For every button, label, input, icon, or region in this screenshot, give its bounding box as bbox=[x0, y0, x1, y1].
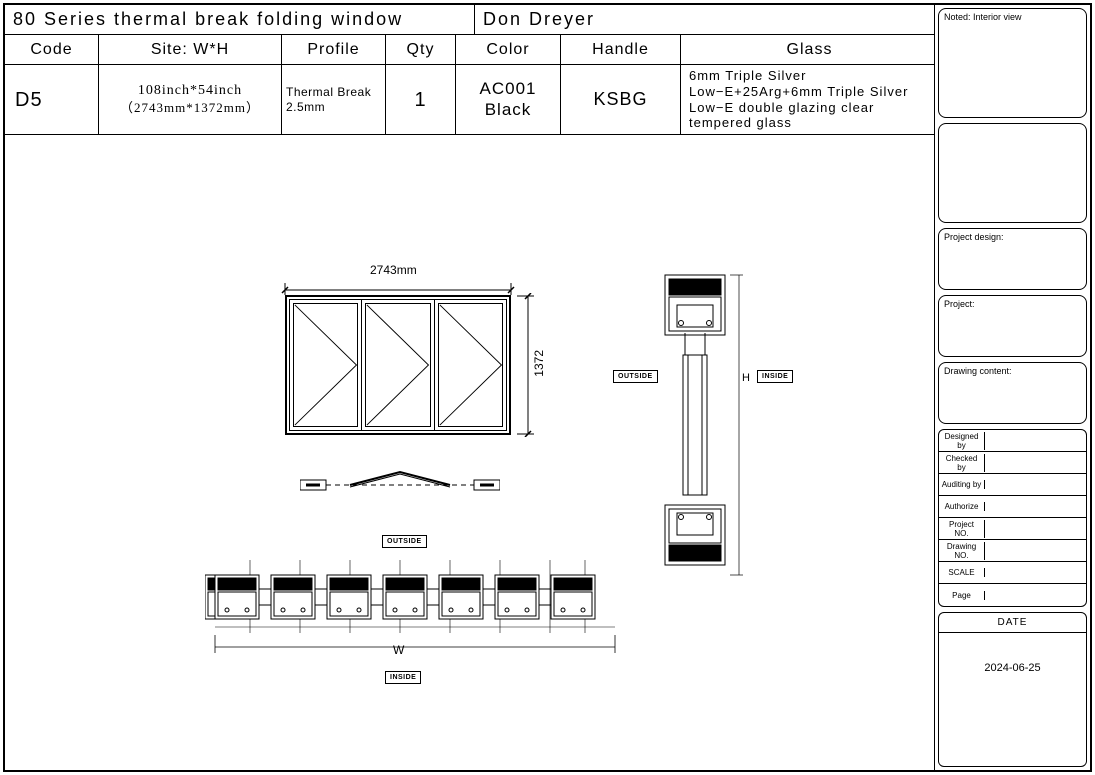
elev-inner bbox=[289, 299, 507, 431]
col-profile: Profile bbox=[282, 35, 386, 64]
tb-date-label: DATE bbox=[939, 613, 1086, 633]
row-page: Page bbox=[939, 584, 1086, 606]
tag-inside-h: INSIDE bbox=[385, 671, 421, 684]
tb-drawing-content: Drawing content: bbox=[938, 362, 1087, 424]
tb-project-design: Project design: bbox=[938, 228, 1087, 290]
row-authorize: Authorize bbox=[939, 496, 1086, 518]
sash-3 bbox=[435, 300, 506, 430]
dim-width-label: 2743mm bbox=[370, 263, 417, 277]
drawing-sheet: 80 Series thermal break folding window D… bbox=[3, 3, 1092, 772]
title-row: 80 Series thermal break folding window D… bbox=[5, 5, 934, 35]
val-code: D5 bbox=[5, 65, 99, 134]
lbl-page: Page bbox=[939, 591, 985, 600]
val-qty: 1 bbox=[386, 65, 456, 134]
tb-date: DATE 2024-06-25 bbox=[938, 612, 1087, 767]
col-glass: Glass bbox=[681, 35, 934, 64]
tb-noted-label: Noted: Interior view bbox=[944, 12, 1022, 22]
row-scale: SCALE bbox=[939, 562, 1086, 584]
row-project-no: Project NO. bbox=[939, 518, 1086, 540]
row-designed-by: Designed by bbox=[939, 430, 1086, 452]
val-site: 108inch*54inch （2743mm*1372mm） bbox=[99, 65, 282, 134]
col-handle: Handle bbox=[561, 35, 681, 64]
val-handle: KSBG bbox=[561, 65, 681, 134]
col-qty: Qty bbox=[386, 35, 456, 64]
tb-project-label: Project: bbox=[944, 299, 975, 309]
dim-h-label: H bbox=[742, 372, 750, 384]
tb-date-value: 2024-06-25 bbox=[939, 633, 1086, 703]
tb-signoff-table: Designed by Checked by Auditing by Autho… bbox=[938, 429, 1087, 607]
val-profile: Thermal Break 2.5mm bbox=[282, 65, 386, 134]
val-color: AC001 Black bbox=[456, 65, 561, 134]
lbl-drawing-no: Drawing NO. bbox=[939, 542, 985, 560]
lbl-auditing-by: Auditing by bbox=[939, 480, 985, 489]
fold-plan bbox=[300, 470, 500, 500]
col-color: Color bbox=[456, 35, 561, 64]
dim-top bbox=[280, 275, 516, 295]
tb-noted: Noted: Interior view bbox=[938, 8, 1087, 118]
lbl-authorize: Authorize bbox=[939, 502, 985, 511]
col-site: Site: W*H bbox=[99, 35, 282, 64]
lbl-project-no: Project NO. bbox=[939, 520, 985, 538]
col-code: Code bbox=[5, 35, 99, 64]
dim-w-label: W bbox=[393, 643, 404, 657]
tb-drawing-content-label: Drawing content: bbox=[944, 366, 1012, 376]
dim-height-label: 1372 bbox=[532, 350, 546, 377]
spec-header-row: Code Site: W*H Profile Qty Color Handle … bbox=[5, 35, 934, 65]
tag-outside-h: OUTSIDE bbox=[382, 535, 427, 548]
row-auditing-by: Auditing by bbox=[939, 474, 1086, 496]
product-title: 80 Series thermal break folding window bbox=[5, 5, 475, 34]
drawing-canvas: 2743mm 1372 bbox=[5, 135, 934, 770]
tb-project: Project: bbox=[938, 295, 1087, 357]
row-checked-by: Checked by bbox=[939, 452, 1086, 474]
spec-value-row: D5 108inch*54inch （2743mm*1372mm） Therma… bbox=[5, 65, 934, 135]
tb-project-design-label: Project design: bbox=[944, 232, 1004, 242]
tag-inside-v: INSIDE bbox=[757, 370, 793, 383]
section-horizontal bbox=[205, 555, 625, 655]
sash-1 bbox=[290, 300, 362, 430]
lbl-scale: SCALE bbox=[939, 568, 985, 577]
val-site-inch: 108inch*54inch bbox=[138, 83, 242, 100]
lbl-designed-by: Designed by bbox=[939, 432, 985, 450]
tag-outside-v: OUTSIDE bbox=[613, 370, 658, 383]
section-vertical bbox=[655, 265, 745, 585]
val-glass: 6mm Triple Silver Low−E+25Arg+6mm Triple… bbox=[681, 65, 934, 134]
tb-blank bbox=[938, 123, 1087, 223]
elevation-view bbox=[285, 295, 511, 435]
customer-name: Don Dreyer bbox=[475, 5, 934, 34]
main-area: 80 Series thermal break folding window D… bbox=[5, 5, 934, 770]
row-drawing-no: Drawing NO. bbox=[939, 540, 1086, 562]
titleblock: Noted: Interior view Project design: Pro… bbox=[934, 5, 1090, 770]
lbl-checked-by: Checked by bbox=[939, 454, 985, 472]
val-site-mm: （2743mm*1372mm） bbox=[120, 100, 260, 116]
sash-2 bbox=[362, 300, 434, 430]
